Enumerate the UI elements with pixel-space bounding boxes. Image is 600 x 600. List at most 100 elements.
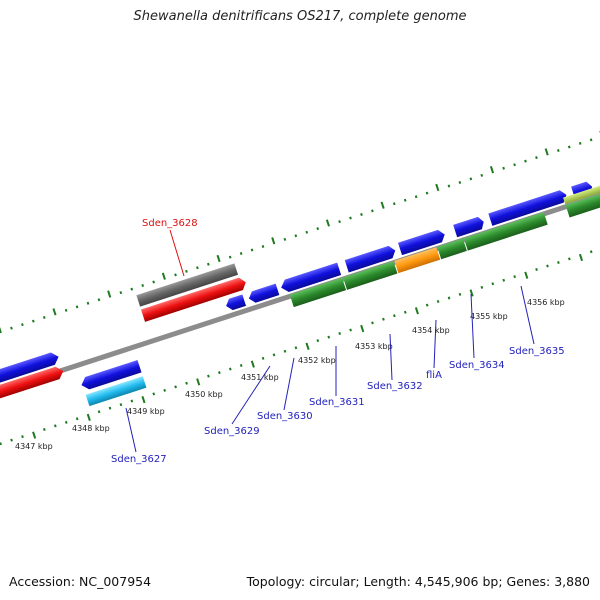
minor-tick: [535, 156, 538, 160]
minor-tick: [174, 385, 177, 389]
minor-tick: [316, 227, 320, 231]
gene-arrow-blue-lower[interactable]: [79, 360, 142, 391]
gene-arrow-forward[interactable]: [453, 216, 486, 238]
kbp-tick-labels: 4347 kbp 4348 kbp 4349 kbp 4350 kbp 4351…: [15, 298, 565, 451]
label-sden-3629[interactable]: Sden_3629: [204, 426, 260, 437]
label-flia[interactable]: fliA: [426, 370, 442, 381]
minor-tick: [261, 356, 265, 360]
label-sden-3631[interactable]: Sden_3631: [309, 397, 365, 408]
minor-tick: [43, 427, 46, 431]
gene-labels: Sden_3628 Sden_3627 Sden_3629 Sden_3630 …: [111, 218, 565, 465]
label-sden-3632[interactable]: Sden_3632: [367, 381, 423, 392]
gene-sden-3628-gray[interactable]: [136, 263, 239, 307]
label-sden-3634[interactable]: Sden_3634: [449, 360, 505, 371]
major-tick: [524, 271, 529, 279]
minor-tick: [502, 166, 505, 170]
major-tick: [216, 254, 221, 263]
minor-tick: [393, 314, 396, 318]
gene-arrow-red[interactable]: [0, 365, 65, 407]
kbp-label: 4352 kbp: [298, 356, 336, 365]
gene-arrow-forward[interactable]: [224, 294, 247, 311]
label-sden-3635[interactable]: Sden_3635: [509, 346, 565, 357]
minor-tick: [414, 195, 418, 199]
minor-tick: [239, 252, 243, 256]
minor-tick: [218, 371, 221, 375]
minor-tick: [447, 296, 451, 300]
label-sden-3627[interactable]: Sden_3627: [111, 454, 167, 465]
label-sden-3630[interactable]: Sden_3630: [257, 411, 313, 422]
minor-tick: [21, 435, 24, 439]
gene-arrow-forward[interactable]: [247, 283, 280, 305]
gene-sden-3628-red[interactable]: [141, 276, 248, 322]
minor-tick: [119, 403, 123, 407]
major-tick: [141, 395, 146, 404]
minor-tick: [141, 284, 145, 288]
minor-tick: [349, 328, 352, 332]
minor-tick: [556, 149, 560, 152]
minor-tick: [535, 268, 538, 272]
minor-tick: [294, 346, 298, 350]
leader-sden-3629: [231, 365, 271, 425]
leader-sden-3627: [125, 407, 137, 453]
major-tick: [578, 253, 584, 262]
gene-sden-3627-cyan[interactable]: [85, 376, 147, 407]
label-sden-3628[interactable]: Sden_3628: [142, 218, 198, 229]
minor-tick: [491, 282, 495, 286]
gene-green-right[interactable]: [565, 188, 600, 218]
kbp-label: 4351 kbp: [241, 373, 279, 382]
minor-tick: [425, 303, 429, 307]
leader-sden-3630: [283, 357, 295, 411]
major-tick: [52, 308, 57, 316]
minor-tick: [589, 138, 593, 142]
gene-green-3[interactable]: [437, 238, 467, 260]
callout-lines: [125, 229, 535, 453]
minor-tick: [75, 417, 79, 421]
gene-sden-3634-green[interactable]: [463, 212, 548, 251]
minor-tick: [10, 326, 13, 330]
minor-tick: [250, 248, 254, 252]
reverse-strand-genes: [79, 180, 600, 407]
minor-tick: [513, 163, 516, 167]
accession-text: Accession: NC_007954: [9, 574, 152, 589]
minor-tick: [108, 406, 112, 410]
gene-olive-right[interactable]: [563, 180, 600, 205]
gene-arrow-forward[interactable]: [0, 351, 61, 393]
minor-tick: [228, 255, 232, 259]
gene-flia-orange[interactable]: [394, 247, 441, 274]
minor-tick: [207, 374, 210, 378]
minor-tick: [578, 141, 582, 145]
gene-green-1[interactable]: [289, 277, 347, 308]
minor-tick: [360, 212, 363, 216]
kbp-label: 4350 kbp: [185, 390, 223, 399]
minor-tick: [382, 317, 385, 321]
gene-arrow-forward[interactable]: [397, 228, 447, 256]
minor-tick: [196, 266, 199, 270]
gene-arrow-forward[interactable]: [344, 244, 398, 273]
minor-tick: [152, 392, 156, 396]
minor-tick: [239, 364, 243, 368]
minor-tick: [206, 262, 210, 266]
major-tick: [469, 289, 474, 297]
leader-sden-3632: [389, 333, 393, 381]
gene-arrow-forward[interactable]: [488, 189, 568, 226]
minor-tick: [10, 438, 13, 442]
minor-tick: [272, 353, 276, 357]
minor-tick: [502, 278, 506, 282]
minor-tick: [327, 335, 331, 339]
minor-tick: [31, 319, 35, 323]
minor-tick: [349, 216, 352, 220]
minor-tick: [436, 300, 440, 304]
major-tick: [544, 148, 549, 156]
gene-green-2[interactable]: [343, 261, 398, 290]
major-tick: [360, 324, 365, 333]
major-tick: [414, 307, 419, 315]
minor-tick: [568, 257, 571, 261]
minor-tick: [294, 234, 298, 238]
minor-tick: [228, 367, 232, 371]
gene-arrow-forward[interactable]: [279, 262, 342, 294]
minor-tick: [316, 339, 320, 343]
minor-tick: [524, 159, 527, 163]
genome-summary-text: Topology: circular; Length: 4,545,906 bp…: [246, 574, 590, 589]
